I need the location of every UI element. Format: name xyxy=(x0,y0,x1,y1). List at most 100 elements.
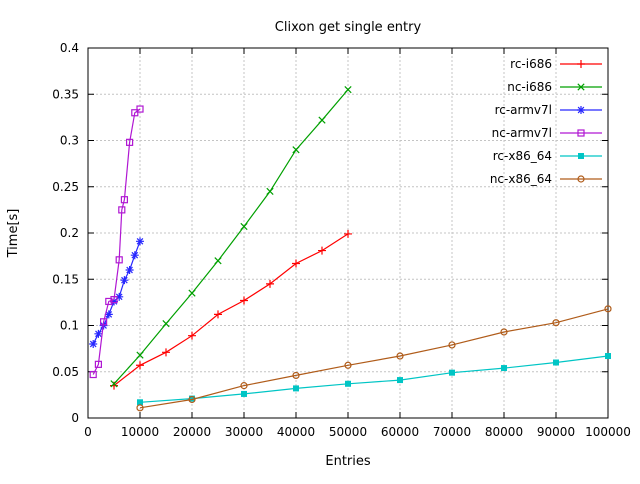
cross-marker xyxy=(214,257,222,265)
legend: rc-i686 nc-i686 rc-armv7l nc-armv7l rc-x86_6… xyxy=(490,57,602,186)
asterisk-marker xyxy=(121,276,128,284)
cross-marker xyxy=(188,289,196,297)
plus-marker xyxy=(266,279,274,288)
square-filled-marker xyxy=(345,380,351,387)
asterisk-marker xyxy=(95,330,102,338)
asterisk-marker xyxy=(131,251,139,259)
circle-open-marker xyxy=(188,395,196,404)
circle-open-marker xyxy=(344,361,352,369)
legend-label: nc-armv7l xyxy=(492,126,552,140)
cross-marker xyxy=(318,116,326,124)
square-open-marker xyxy=(118,206,126,214)
square-filled-marker xyxy=(449,369,455,376)
legend-sample xyxy=(560,129,602,137)
square-open-marker xyxy=(577,129,585,137)
x-tick-label: 40000 xyxy=(277,425,315,439)
y-tick-label: 0 xyxy=(71,411,79,425)
y-tick-label: 0.35 xyxy=(52,87,79,101)
plus-marker xyxy=(188,331,196,340)
asterisk-marker xyxy=(105,311,113,318)
legend-label: rc-x86_64 xyxy=(493,149,552,163)
series-nc-x86_64 xyxy=(136,305,612,412)
series-line xyxy=(139,355,609,403)
y-tick-label: 0.3 xyxy=(60,134,79,148)
square-open-marker xyxy=(110,296,118,304)
square-open-marker xyxy=(136,105,144,113)
x-tick-label: 100000 xyxy=(585,425,631,439)
circle-open-marker xyxy=(500,328,508,336)
circle-open-marker xyxy=(292,371,300,380)
circle-open-marker xyxy=(604,305,612,313)
cross-marker xyxy=(162,320,170,328)
series-rc-x86_64 xyxy=(137,353,611,406)
square-filled-marker xyxy=(293,385,299,392)
cross-marker xyxy=(577,83,585,91)
square-open-marker xyxy=(120,196,129,204)
cross-marker xyxy=(136,351,144,359)
square-open-marker xyxy=(89,370,97,379)
square-filled-marker xyxy=(397,377,403,384)
plus-marker xyxy=(240,296,248,305)
chart-title: Clixon get single entry xyxy=(275,20,422,35)
circle-open-marker xyxy=(136,404,144,412)
asterisk-marker xyxy=(126,266,133,274)
series-line xyxy=(113,233,349,387)
square-filled-marker xyxy=(241,390,247,397)
plus-marker xyxy=(344,229,352,238)
x-tick-label: 20000 xyxy=(173,425,211,439)
x-axis-label: Entries xyxy=(325,454,371,469)
asterisk-marker xyxy=(577,106,585,114)
y-tick-label: 0.15 xyxy=(52,272,79,286)
tick-marks xyxy=(87,47,609,419)
series-nc-i686 xyxy=(110,86,352,388)
plus-marker xyxy=(136,361,144,370)
asterisk-marker xyxy=(136,238,144,245)
y-tick-label: 0.1 xyxy=(60,319,79,333)
square-filled-marker xyxy=(605,353,611,360)
legend-label: rc-i686 xyxy=(510,57,552,71)
plus-marker xyxy=(214,310,222,319)
circle-open-marker xyxy=(396,352,404,360)
cross-marker xyxy=(292,146,300,154)
legend-sample xyxy=(560,153,602,159)
square-open-marker xyxy=(125,138,134,146)
legend-sample xyxy=(560,106,602,114)
x-tick-label: 90000 xyxy=(537,425,575,439)
cross-marker xyxy=(240,222,248,231)
tick-labels: 0 10000 20000 30000 40000 50000 60000 70000 8000… xyxy=(52,41,631,439)
series-line xyxy=(113,89,349,385)
plus-marker xyxy=(577,60,585,68)
x-tick-label: 60000 xyxy=(381,425,419,439)
x-tick-label: 0 xyxy=(84,425,92,439)
circle-open-marker xyxy=(448,341,456,349)
legend-label: nc-x86_64 xyxy=(490,172,552,186)
square-filled-marker xyxy=(578,153,584,159)
circle-open-marker xyxy=(552,319,560,327)
square-filled-marker xyxy=(137,399,143,406)
plus-marker xyxy=(292,259,300,268)
x-tick-label: 10000 xyxy=(121,425,159,439)
square-filled-marker xyxy=(189,395,195,402)
x-tick-label: 50000 xyxy=(329,425,367,439)
cross-marker xyxy=(266,187,274,195)
square-open-marker xyxy=(105,297,113,306)
square-open-marker xyxy=(94,360,103,368)
legend-label: rc-armv7l xyxy=(495,103,552,117)
legend-sample xyxy=(560,60,602,68)
asterisk-marker xyxy=(89,340,97,348)
series-rc-i686 xyxy=(110,229,352,390)
x-tick-label: 80000 xyxy=(485,425,523,439)
y-tick-label: 0.25 xyxy=(52,180,79,194)
circle-open-marker xyxy=(240,382,248,390)
y-tick-label: 0.05 xyxy=(52,365,79,379)
legend-sample xyxy=(560,83,602,91)
y-tick-label: 0.2 xyxy=(60,226,79,240)
cross-marker xyxy=(344,86,352,94)
square-filled-marker xyxy=(501,365,507,372)
square-open-marker xyxy=(99,318,108,326)
cross-marker xyxy=(110,380,118,388)
y-axis-label: Time[s] xyxy=(6,209,21,259)
